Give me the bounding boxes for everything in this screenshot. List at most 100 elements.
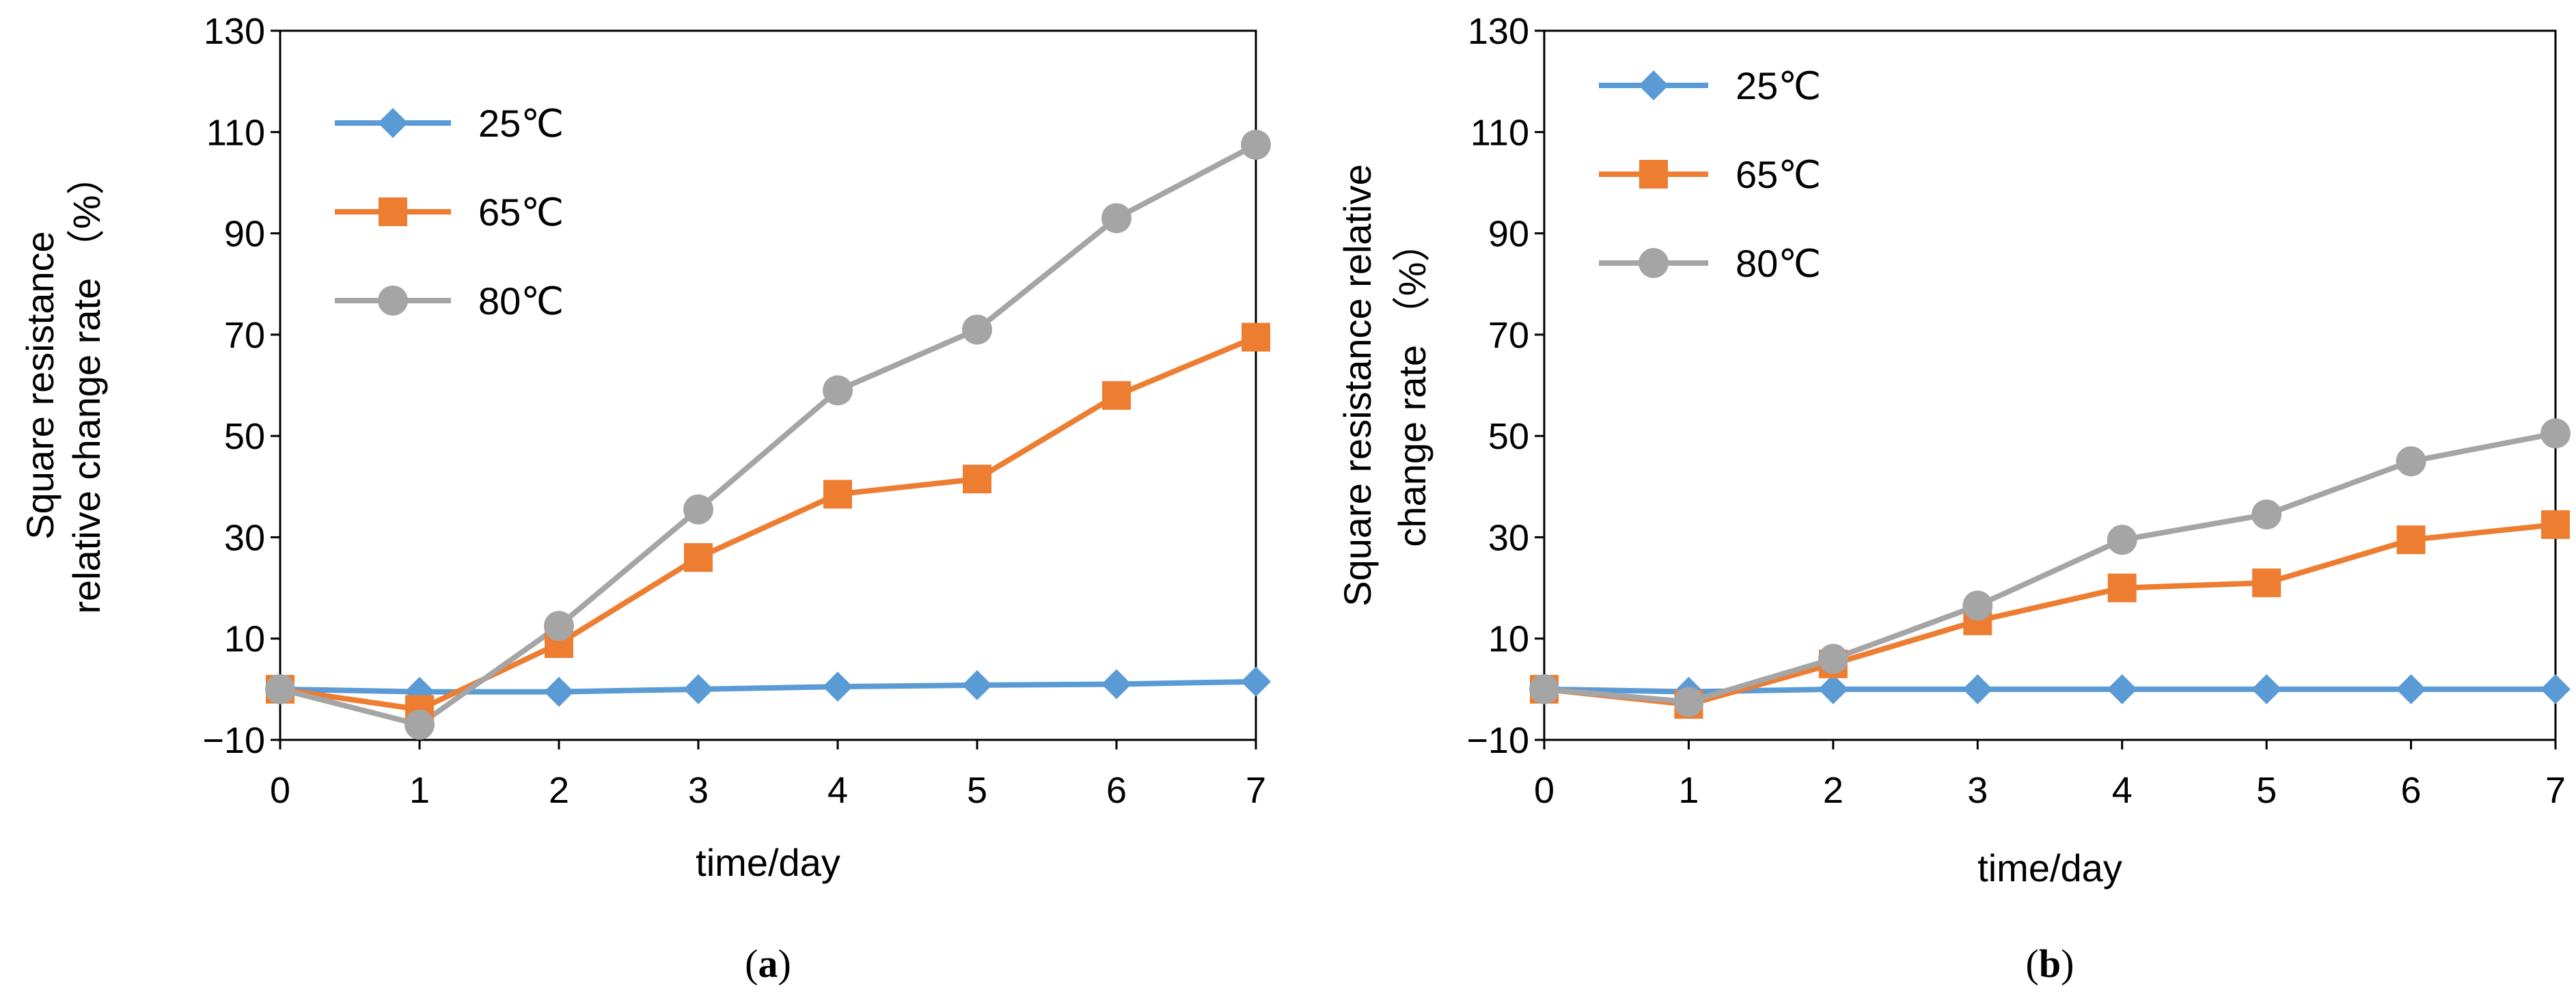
- data-point-80C: [544, 611, 574, 642]
- y-tick-label: 90: [224, 214, 265, 255]
- legend: 25℃ 65℃ 80℃: [335, 102, 564, 322]
- x-axis-title: time/day: [1977, 846, 2122, 889]
- data-point-25C: [1241, 666, 1271, 697]
- data-point-80C: [962, 314, 992, 345]
- x-tick-label: 5: [2256, 770, 2277, 811]
- chart-panel-a: −10 10 30 50 70 90 110 130 0 1 2 3 4 5 6 7 time/day Squar…: [18, 11, 1271, 986]
- y-tick-label: 130: [1468, 11, 1529, 52]
- data-point-80C: [2396, 446, 2426, 477]
- y-tick-label: 10: [224, 619, 265, 660]
- panel-label: (b): [2026, 941, 2074, 986]
- legend: 25℃ 65℃ 80℃: [1599, 64, 1821, 285]
- y-tick-label: 90: [1488, 214, 1529, 255]
- data-point-25C: [1101, 669, 1132, 700]
- data-point-80C: [2107, 525, 2137, 555]
- data-point-65C: [2396, 525, 2426, 555]
- legend-marker: [378, 286, 408, 316]
- legend-label: 80℃: [1736, 242, 1821, 285]
- data-point-25C: [2540, 674, 2571, 704]
- x-tick-label: 0: [270, 770, 290, 811]
- series-line-25C: [279, 678, 1257, 695]
- data-point-80C: [823, 375, 853, 406]
- data-point-25C: [544, 676, 574, 707]
- legend-marker: [1639, 160, 1668, 189]
- y-tick-label: 30: [1488, 517, 1529, 558]
- y-tick-label: −10: [1466, 720, 1529, 761]
- series-line-25C: [1544, 686, 2556, 695]
- series-line-65C: [1544, 521, 2556, 708]
- data-point-65C: [963, 465, 991, 494]
- data-point-80C: [683, 494, 713, 525]
- x-tick-label: 3: [688, 770, 709, 811]
- y-axis-title-line2: change rate （%）: [1390, 223, 1434, 547]
- data-point-25C: [405, 676, 435, 707]
- y-axis-title: Square resistance relative change rate （%…: [18, 156, 108, 613]
- data-point-65C: [2252, 568, 2282, 598]
- data-point-25C: [1962, 674, 1993, 704]
- chart-panel-b: −10 10 30 50 70 90 110 130 0 1 2 3 4 5 6 7 time/day Squar…: [1336, 11, 2571, 986]
- y-tick-label: 110: [1470, 112, 1529, 153]
- x-tick-label: 0: [1534, 770, 1554, 811]
- y-tick-label: 30: [224, 517, 265, 558]
- data-point-80C: [1241, 129, 1271, 160]
- data-point-80C: [1962, 590, 1993, 621]
- series-line-80C: [279, 142, 1257, 728]
- y-tick-label: 50: [1488, 416, 1529, 457]
- x-tick-label: 2: [549, 770, 569, 811]
- data-point-65C: [823, 480, 852, 509]
- plot-area-frame: [1543, 29, 2557, 741]
- x-tick-label: 3: [1967, 770, 1988, 811]
- data-point-25C: [823, 672, 853, 702]
- data-point-25C: [962, 670, 992, 700]
- panel-label: (a): [745, 941, 791, 986]
- x-tick-label: 1: [409, 770, 430, 811]
- data-point-80C: [265, 674, 295, 704]
- data-point-80C: [1818, 644, 1848, 674]
- y-tick-label: 110: [206, 112, 265, 153]
- data-point-25C: [2251, 674, 2282, 704]
- y-axis-title-line1: Square resistance relative: [1336, 164, 1379, 606]
- data-point-65C: [1242, 322, 1270, 352]
- y-tick-label: 10: [1488, 619, 1529, 660]
- data-point-65C: [2541, 510, 2570, 539]
- legend-label: 25℃: [478, 102, 564, 145]
- data-point-65C: [1102, 381, 1131, 410]
- series-line-80C: [1544, 430, 2556, 705]
- x-tick-label: 4: [2112, 770, 2133, 811]
- data-point-25C: [2107, 674, 2137, 704]
- data-point-80C: [1529, 674, 1559, 704]
- data-point-80C: [2251, 499, 2282, 530]
- x-tick-label: 5: [967, 770, 987, 811]
- data-point-25C: [2396, 674, 2426, 704]
- x-tick-label: 4: [827, 770, 848, 811]
- data-point-80C: [2540, 418, 2571, 449]
- x-tick-label: 6: [2401, 770, 2422, 811]
- legend-marker: [378, 108, 408, 138]
- x-axis-title: time/day: [696, 841, 840, 884]
- y-tick-label: 50: [224, 416, 265, 457]
- y-axis-title: Square resistance relative change rate （%…: [1336, 164, 1434, 606]
- series-line-65C: [279, 334, 1257, 713]
- y-tick-label: −10: [202, 720, 265, 761]
- legend-label: 80℃: [478, 279, 564, 322]
- x-tick-label: 7: [2545, 770, 2566, 811]
- data-point-80C: [405, 709, 435, 740]
- plot-area-frame: [279, 29, 1257, 741]
- y-axis-title-line2: relative change rate （%）: [65, 156, 108, 613]
- y-axis-title-line1: Square resistance: [18, 231, 61, 539]
- y-tick-label: 130: [204, 11, 265, 52]
- legend-marker: [1639, 70, 1669, 100]
- data-point-25C: [683, 674, 713, 704]
- x-tick-label: 1: [1678, 770, 1699, 811]
- x-tick-label: 7: [1246, 770, 1266, 811]
- legend-marker: [379, 197, 407, 226]
- data-point-25C: [1818, 674, 1848, 704]
- legend-label: 25℃: [1736, 64, 1821, 107]
- data-point-65C: [2107, 573, 2137, 603]
- data-point-80C: [1101, 203, 1132, 234]
- y-tick-label: 70: [1488, 315, 1529, 356]
- legend-marker: [1639, 248, 1669, 278]
- data-point-80C: [1673, 687, 1704, 717]
- legend-label: 65℃: [1736, 153, 1821, 196]
